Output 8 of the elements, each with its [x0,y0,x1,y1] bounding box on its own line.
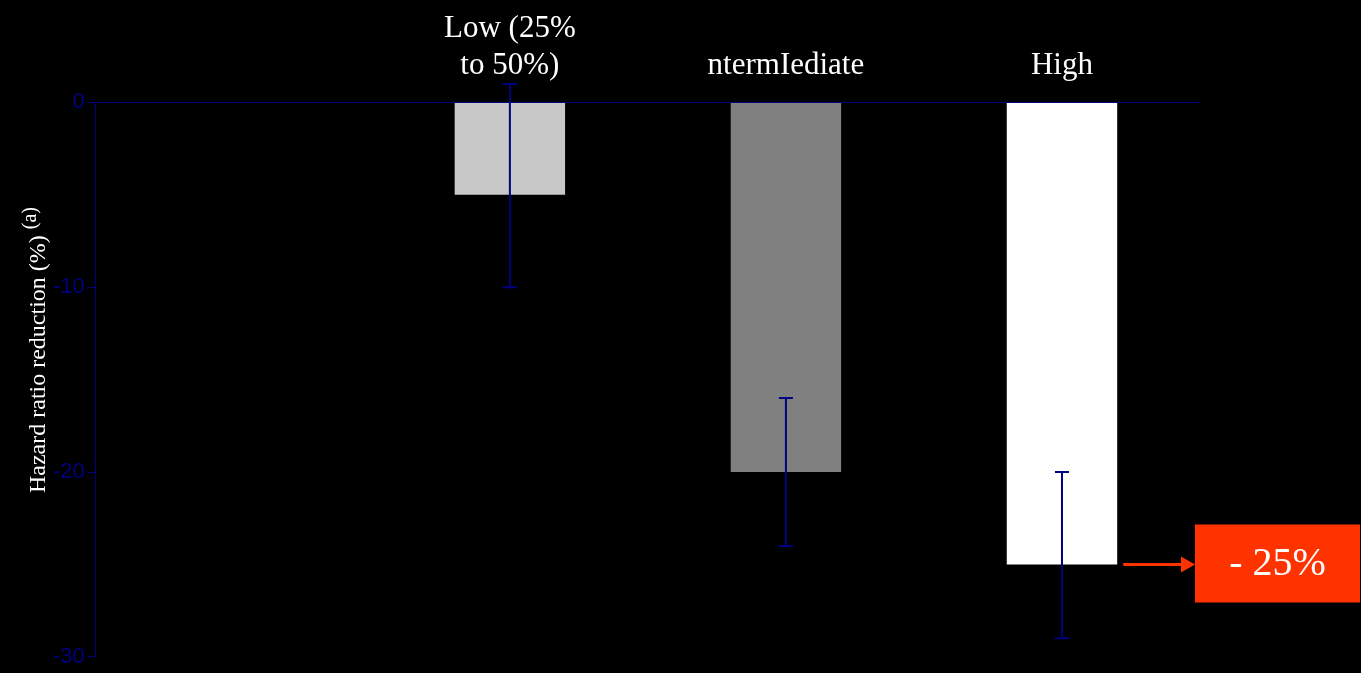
x-tick-label: Low (25% to 50%) [444,8,576,81]
y-tick-label: 0 [72,88,85,114]
x-tick-label: High [1030,45,1094,81]
y-tick-label: -20 [53,458,85,484]
y-tick-label: -30 [53,642,85,668]
y-tick-label: -10 [53,273,85,299]
text: - 25% [1229,538,1326,584]
x-tick-label: ntermIediate [707,45,865,81]
